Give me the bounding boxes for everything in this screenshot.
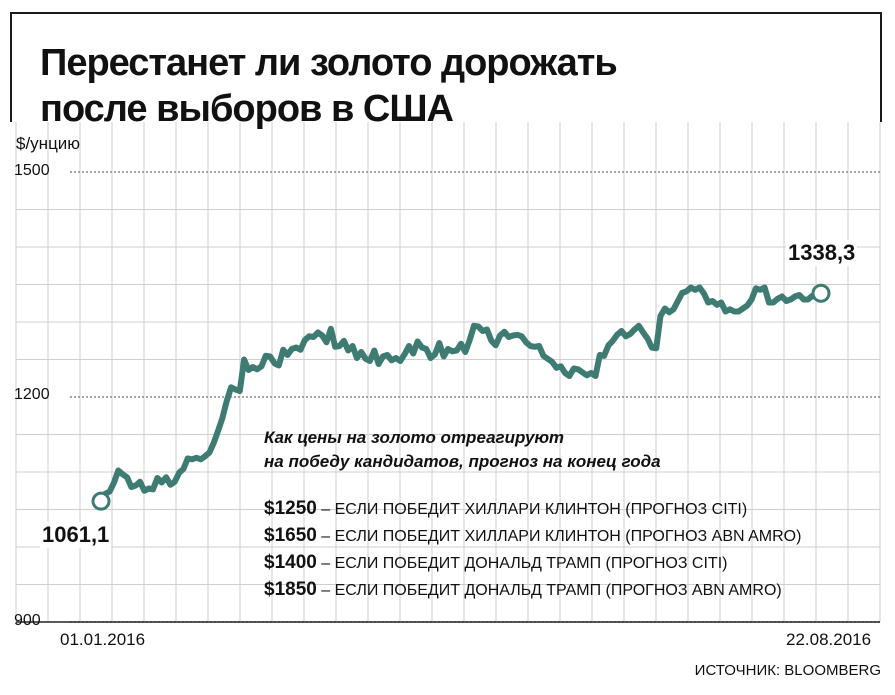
forecast-amount: $1250	[264, 498, 317, 519]
forecast-item: $1400 – ЕСЛИ ПОБЕДИТ ДОНАЛЬД ТРАМП (ПРОГ…	[264, 550, 801, 577]
forecast-item: $1650 – ЕСЛИ ПОБЕДИТ ХИЛЛАРИ КЛИНТОН (ПР…	[264, 523, 801, 550]
horizontal-grid	[16, 171, 880, 623]
forecast-heading-line-2: на победу кандидатов, прогноз на конец г…	[264, 452, 661, 471]
forecast-text: – ЕСЛИ ПОБЕДИТ ХИЛЛАРИ КЛИНТОН (ПРОГНОЗ …	[316, 501, 748, 518]
forecast-heading: Как цены на золото отреагируют на победу…	[264, 426, 801, 474]
end-point-marker	[811, 283, 831, 303]
forecast-item: $1250 – ЕСЛИ ПОБЕДИТ ХИЛЛАРИ КЛИНТОН (ПР…	[264, 496, 801, 523]
y-axis-unit: $/унцию	[16, 134, 81, 153]
forecast-amount: $1650	[264, 525, 317, 546]
source-credit: ИСТОЧНИК: BLOOMBERG	[694, 662, 881, 679]
forecast-amount: $1400	[264, 552, 317, 573]
title-line-2: после выборов в США	[40, 88, 454, 130]
y-tick-1200: 1200	[14, 386, 50, 403]
forecast-text: – ЕСЛИ ПОБЕДИТ ДОНАЛЬД ТРАМП (ПРОГНОЗ CI…	[316, 555, 728, 572]
y-tick-1500: 1500	[14, 162, 50, 179]
title-frame: Перестанет ли золото дорожать после выбо…	[10, 12, 882, 130]
x-tick-start: 01.01.2016	[60, 630, 146, 649]
start-value-label: 1061,1	[40, 522, 112, 548]
x-tick-end: 22.08.2016	[786, 630, 872, 649]
forecast-item: $1850 – ЕСЛИ ПОБЕДИТ ДОНАЛЬД ТРАМП (ПРОГ…	[264, 577, 801, 604]
end-value-label: 1338,3	[786, 240, 858, 266]
forecast-note: Как цены на золото отреагируют на победу…	[264, 426, 801, 604]
forecast-amount: $1850	[264, 579, 317, 600]
forecast-text: – ЕСЛИ ПОБЕДИТ ХИЛЛАРИ КЛИНТОН (ПРОГНОЗ …	[316, 528, 802, 545]
forecast-text: – ЕСЛИ ПОБЕДИТ ДОНАЛЬД ТРАМП (ПРОГНОЗ AB…	[316, 582, 782, 599]
forecast-heading-line-1: Как цены на золото отреагируют	[264, 428, 565, 447]
forecast-list: $1250 – ЕСЛИ ПОБЕДИТ ХИЛЛАРИ КЛИНТОН (ПР…	[264, 496, 801, 604]
gold-price-line	[98, 284, 824, 505]
y-tick-900: 900	[14, 612, 41, 629]
start-point-marker	[91, 491, 111, 511]
title-line-1: Перестанет ли золото дорожать	[40, 42, 618, 84]
chart-title: Перестанет ли золото дорожать после выбо…	[40, 40, 618, 132]
